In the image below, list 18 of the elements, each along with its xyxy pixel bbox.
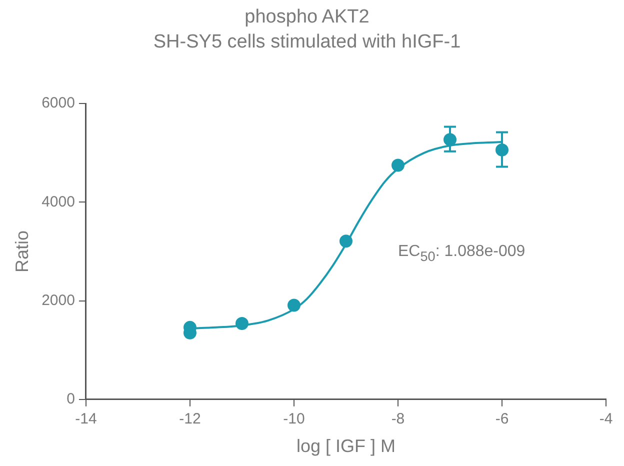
x-axis-title: log [ IGF ] M [296,436,396,456]
chart-title: phospho AKT2 [244,6,370,28]
point [287,298,300,312]
x-tick-label: -6 [495,410,509,428]
x-tick-label: -8 [391,410,405,428]
y-tick-label: 6000 [42,94,75,112]
y-tick-label: 4000 [42,193,75,210]
y-axis-title: Ratio [12,230,32,273]
x-tick-label: -4 [599,410,613,428]
x-tick-label: -12 [179,410,201,428]
point [391,158,404,172]
y-tick-label: 0 [66,390,75,408]
point [235,316,248,330]
point [339,234,352,248]
x-tick-label: -14 [75,410,97,428]
y-tick-label: 2000 [42,292,75,309]
x-tick-label: -10 [283,410,305,428]
chart-subtitle: SH-SY5 cells stimulated with hIGF-1 [153,31,461,52]
